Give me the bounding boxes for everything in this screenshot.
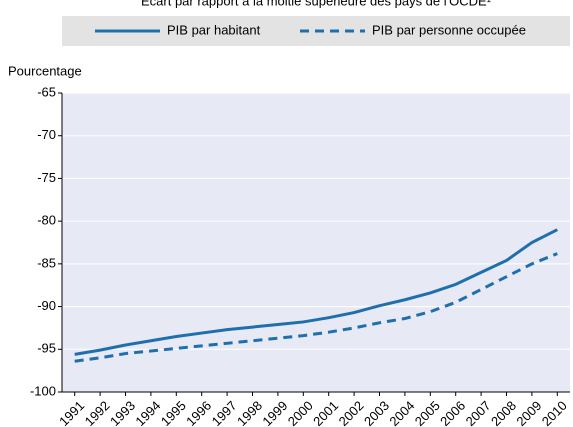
series-line [74,228,558,356]
x-tick-label: 2003 [361,398,392,427]
y-axis-label: Pourcentage [8,63,82,78]
y-tick-label: -85 [37,255,56,270]
legend-label: PIB par personne occupée [372,22,526,37]
x-tick-label: 2006 [437,398,468,427]
x-tick-label: 2005 [412,398,443,427]
x-tick-label: 1991 [56,398,87,427]
x-tick-label: 2007 [463,398,494,427]
x-tick-label: 1996 [183,398,214,427]
x-tick-label: 2004 [386,398,417,427]
x-tick-label: 2010 [539,398,570,427]
series-line [74,252,558,363]
y-tick-label: -95 [37,341,56,356]
x-tick-label: 2002 [336,398,367,427]
x-tick-label: 2008 [488,398,519,427]
y-tick-label: -100 [30,383,56,398]
x-tick-label: 1995 [158,398,189,427]
plot-area [62,93,570,392]
x-tick-label: 1992 [82,398,113,427]
x-tick-label: 1998 [234,398,265,427]
x-tick-label: 2000 [285,398,316,427]
x-tick-label: 2001 [310,398,341,427]
y-tick-label: -90 [37,298,56,313]
y-tick-label: -80 [37,213,56,228]
y-tick-label: -65 [37,84,56,99]
x-tick-label: 1999 [259,398,290,427]
x-tick-label: 1994 [132,398,163,427]
legend-label: PIB par habitant [167,22,261,37]
chart-title: Écart par rapport à la moitié supérieure… [141,0,492,8]
x-tick-label: 1993 [107,398,138,427]
y-tick-label: -70 [37,127,56,142]
y-tick-label: -75 [37,170,56,185]
x-tick-label: 1997 [209,398,240,427]
x-tick-label: 2009 [513,398,544,427]
